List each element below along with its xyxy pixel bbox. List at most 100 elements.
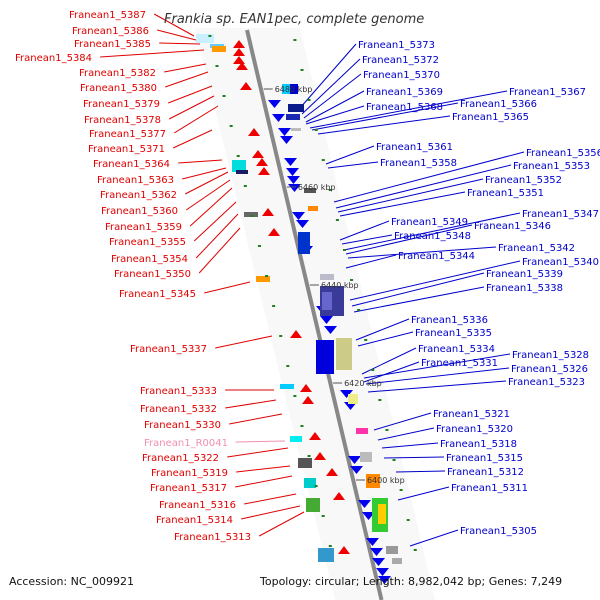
left-gene-label[interactable]: Franean1_5382 xyxy=(79,68,156,79)
right-gene-label[interactable]: Franean1_5340 xyxy=(522,257,599,268)
left-gene-label[interactable]: Franean1_5317 xyxy=(150,483,227,494)
right-gene-label[interactable]: Franean1_5344 xyxy=(398,251,475,262)
left-gene-label[interactable]: Franean1_5364 xyxy=(93,159,170,170)
forward-gene-arrow xyxy=(233,48,245,56)
left-gene-label[interactable]: Franean1_5313 xyxy=(174,532,251,543)
genome-summary: Topology: circular; Length: 8,982,042 bp… xyxy=(259,575,562,588)
left-gene-label[interactable]: Franean1_5345 xyxy=(119,289,196,300)
right-gene-label[interactable]: Franean1_5368 xyxy=(366,102,443,113)
gene-block xyxy=(196,34,214,43)
right-label-leader xyxy=(357,331,414,347)
reverse-gene-arrow xyxy=(278,128,291,136)
right-gene-label[interactable]: Franean1_5348 xyxy=(394,231,471,242)
left-gene-label[interactable]: Franean1_5377 xyxy=(89,129,166,140)
right-gene-label[interactable]: Franean1_5312 xyxy=(447,467,524,478)
forward-gene-arrow xyxy=(262,208,274,216)
left-gene-label[interactable]: Franean1_5333 xyxy=(140,386,217,397)
right-gene-label[interactable]: Franean1_5320 xyxy=(436,424,513,435)
gene-block xyxy=(232,160,246,172)
right-gene-label[interactable]: Franean1_5367 xyxy=(509,87,586,98)
left-gene-label[interactable]: Franean1_R0041 xyxy=(144,438,228,449)
left-gene-label[interactable]: Franean1_5359 xyxy=(105,222,182,233)
right-gene-label[interactable]: Franean1_5346 xyxy=(474,221,551,232)
left-gene-label[interactable]: Franean1_5363 xyxy=(97,175,174,186)
right-gene-labels[interactable]: Franean1_5373 Franean1_5372 Franean1_5370 F… xyxy=(358,40,600,537)
left-label-leader xyxy=(185,179,231,211)
right-gene-label[interactable]: Franean1_5372 xyxy=(362,55,439,66)
right-gene-label[interactable]: Franean1_5318 xyxy=(440,439,517,450)
right-gene-label[interactable]: Franean1_5336 xyxy=(411,315,488,326)
left-gene-label[interactable]: Franean1_5384 xyxy=(15,53,92,64)
right-gene-label[interactable]: Franean1_5353 xyxy=(513,161,590,172)
reverse-gene-arrow xyxy=(280,136,293,144)
left-gene-label[interactable]: Franean1_5386 xyxy=(72,26,149,37)
right-gene-label[interactable]: Franean1_5326 xyxy=(511,364,588,375)
left-label-leader xyxy=(173,105,219,134)
right-gene-label[interactable]: Franean1_5335 xyxy=(415,328,492,339)
right-gene-label[interactable]: Franean1_5373 xyxy=(358,40,435,51)
left-gene-label[interactable]: Franean1_5362 xyxy=(100,190,177,201)
left-label-leader xyxy=(168,95,215,120)
left-label-leader xyxy=(235,440,286,443)
kbp-label: 6460 kbp xyxy=(298,183,336,192)
right-gene-label[interactable]: Franean1_5323 xyxy=(508,377,585,388)
left-gene-label[interactable]: Franean1_5387 xyxy=(69,10,146,21)
right-label-leader xyxy=(363,361,420,383)
forward-gene-arrow xyxy=(300,384,312,392)
forward-gene-arrow xyxy=(268,228,280,236)
right-gene-label[interactable]: Franean1_5338 xyxy=(486,283,563,294)
left-gene-label[interactable]: Franean1_5330 xyxy=(144,420,221,431)
left-gene-label[interactable]: Franean1_5379 xyxy=(83,99,160,110)
right-gene-label[interactable]: Franean1_5351 xyxy=(467,188,544,199)
right-gene-label[interactable]: Franean1_5305 xyxy=(460,526,537,537)
right-gene-label[interactable]: Franean1_5311 xyxy=(451,483,528,494)
left-gene-label[interactable]: Franean1_5314 xyxy=(156,515,233,526)
left-gene-label[interactable]: Franean1_5355 xyxy=(109,237,186,248)
right-gene-label[interactable]: Franean1_5321 xyxy=(433,409,510,420)
left-gene-label[interactable]: Franean1_5371 xyxy=(88,144,165,155)
gene-block xyxy=(360,452,372,462)
left-label-leader xyxy=(227,447,289,458)
right-gene-label[interactable]: Franean1_5370 xyxy=(363,70,440,81)
right-gene-label[interactable]: Franean1_5358 xyxy=(380,158,457,169)
right-gene-label[interactable]: Franean1_5315 xyxy=(446,453,523,464)
right-gene-label[interactable]: Franean1_5347 xyxy=(522,209,599,220)
right-gene-label[interactable]: Franean1_5369 xyxy=(366,87,443,98)
right-gene-label[interactable]: Franean1_5342 xyxy=(498,243,575,254)
right-gene-label[interactable]: Franean1_5334 xyxy=(418,344,495,355)
gene-block xyxy=(236,170,248,174)
left-gene-label[interactable]: Franean1_5385 xyxy=(74,39,151,50)
reverse-gene-arrow xyxy=(350,466,363,474)
right-gene-label[interactable]: Franean1_5361 xyxy=(376,142,453,153)
left-label-leader xyxy=(241,505,301,520)
gene-block xyxy=(318,548,334,562)
left-label-leader xyxy=(235,475,293,488)
gene-block xyxy=(392,558,402,564)
left-gene-label[interactable]: Franean1_5332 xyxy=(140,404,217,415)
left-gene-label[interactable]: Franean1_5322 xyxy=(142,453,219,464)
right-gene-label[interactable]: Franean1_5331 xyxy=(421,358,498,369)
gene-block xyxy=(304,478,316,488)
left-label-leader xyxy=(204,281,251,294)
left-gene-label[interactable]: Franean1_5316 xyxy=(159,500,236,511)
left-gene-labels[interactable]: Franean1_5387 Franean1_5386 Franean1_5385 F… xyxy=(15,10,251,543)
right-gene-label[interactable]: Franean1_5366 xyxy=(460,99,537,110)
left-gene-label[interactable]: Franean1_5380 xyxy=(80,83,157,94)
reverse-gene-arrow xyxy=(268,100,281,108)
gene-block xyxy=(244,212,258,217)
right-gene-label[interactable]: Franean1_5339 xyxy=(486,269,563,280)
right-gene-label[interactable]: Franean1_5328 xyxy=(512,350,589,361)
right-gene-label[interactable]: Franean1_5356 xyxy=(526,148,600,159)
right-gene-label[interactable]: Franean1_5352 xyxy=(485,175,562,186)
left-gene-label[interactable]: Franean1_5337 xyxy=(130,344,207,355)
right-gene-label[interactable]: Franean1_5349 xyxy=(391,217,468,228)
left-gene-label[interactable]: Franean1_5350 xyxy=(114,269,191,280)
right-gene-label[interactable]: Franean1_5365 xyxy=(452,112,529,123)
left-gene-label[interactable]: Franean1_5378 xyxy=(84,115,161,126)
right-label-leader xyxy=(349,260,521,301)
left-gene-label[interactable]: Franean1_5354 xyxy=(111,254,188,265)
right-label-leader xyxy=(373,412,432,431)
left-gene-label[interactable]: Franean1_5319 xyxy=(151,468,228,479)
left-gene-label[interactable]: Franean1_5360 xyxy=(101,206,178,217)
